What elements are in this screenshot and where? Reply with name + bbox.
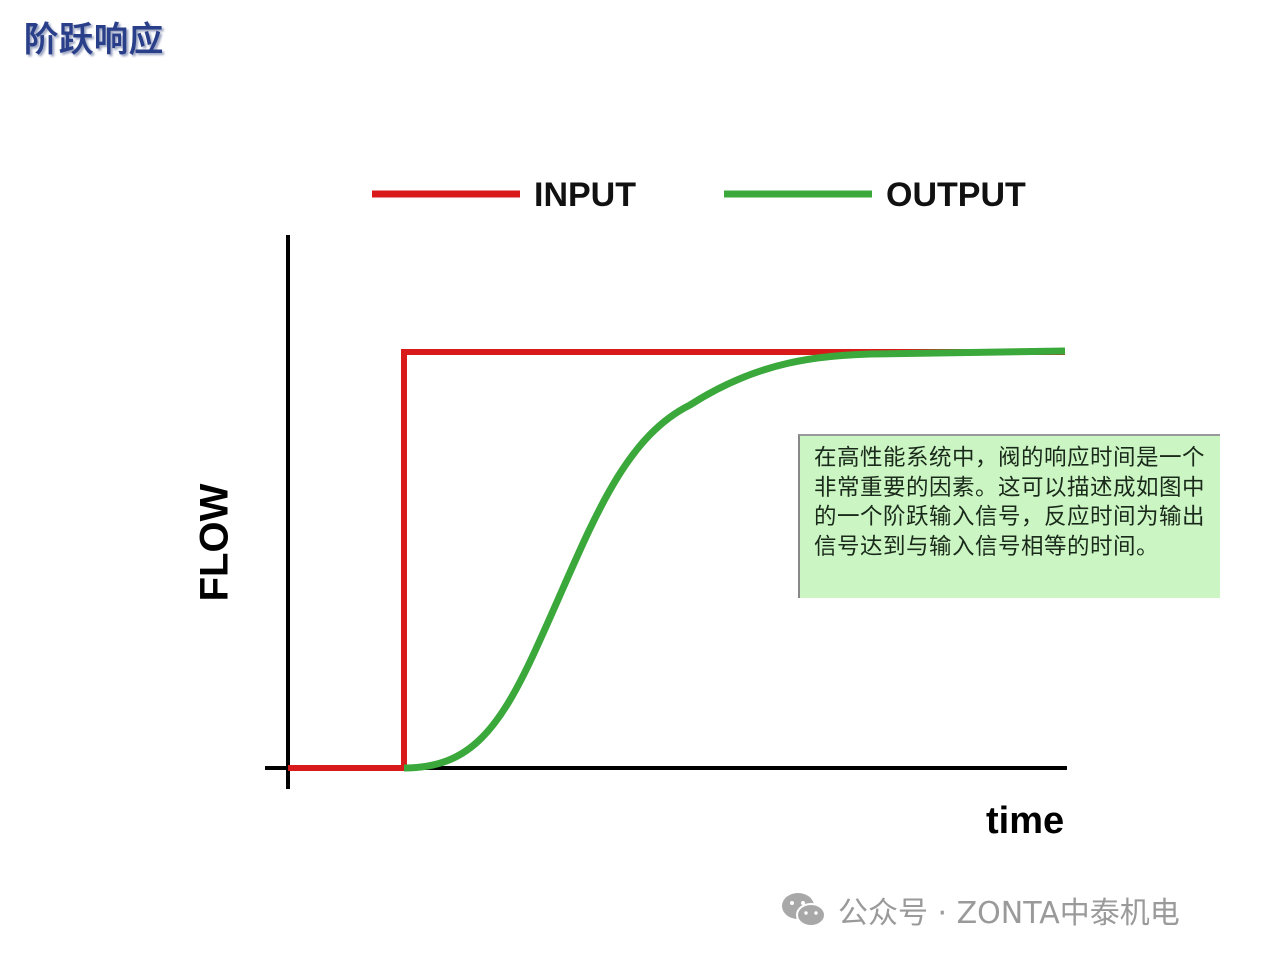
watermark: 公众号 · ZONTA中泰机电 (780, 888, 1180, 932)
watermark-text: 公众号 · ZONTA中泰机电 (838, 896, 1180, 931)
legend-input-label: INPUT (534, 176, 636, 214)
output-response-curve (403, 347, 1066, 772)
legend-output-label: OUTPUT (886, 176, 1026, 214)
input-step-line (288, 349, 1065, 771)
explanation-note: 在高性能系统中，阀的响应时间是一个非常重要的因素。这可以描述成如图中的一个阶跃输… (798, 434, 1220, 598)
page-title: 阶跃响应 (24, 20, 164, 60)
wechat-icon (782, 893, 826, 927)
x-axis-label: time (986, 800, 1065, 842)
y-axis-label: FLOW (192, 483, 237, 602)
